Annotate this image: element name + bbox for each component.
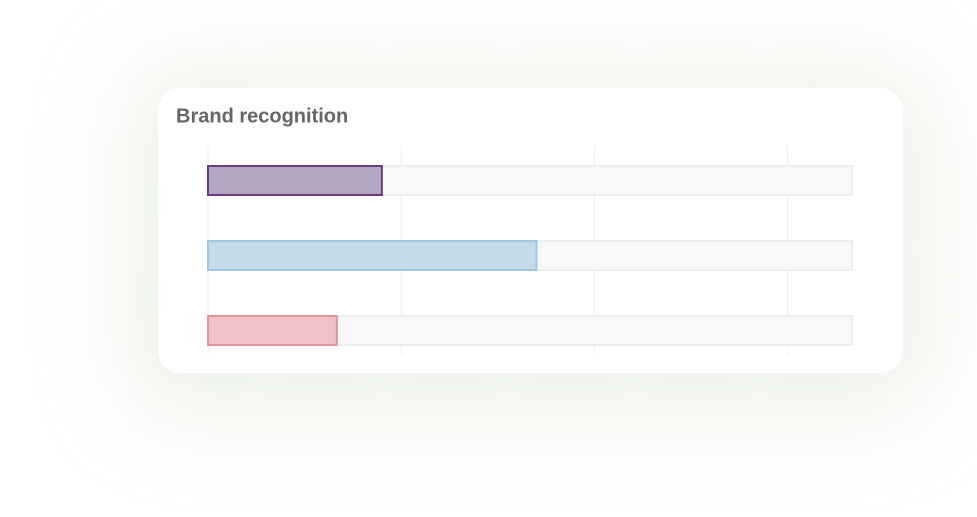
chart-title: Brand recognition — [176, 105, 348, 127]
bar — [207, 165, 383, 196]
bar — [207, 240, 538, 271]
bar — [207, 315, 338, 346]
